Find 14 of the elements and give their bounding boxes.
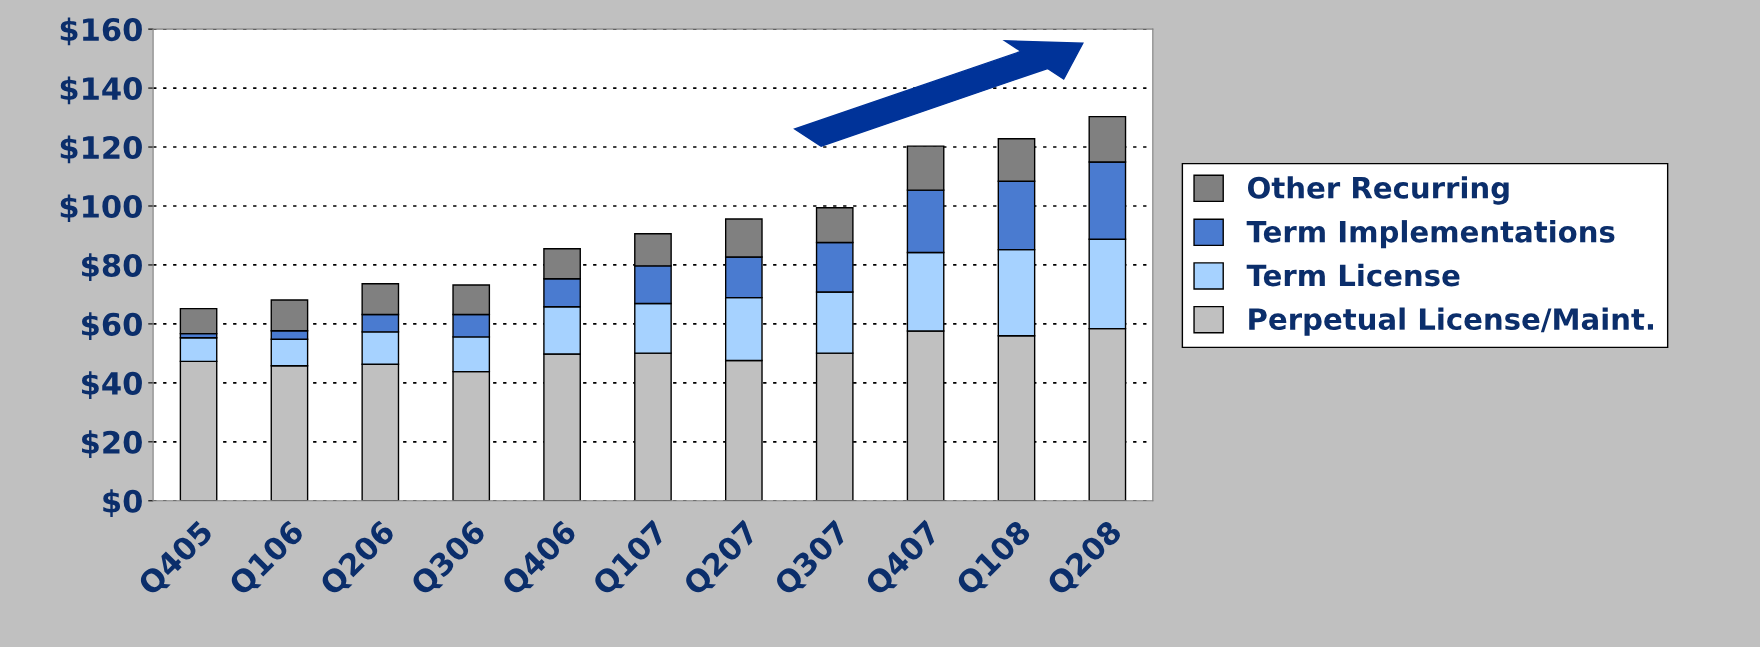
y-tick-label: $80	[82, 253, 142, 282]
y-tick-label: $60	[82, 312, 142, 341]
y-tick-label: $100	[60, 194, 142, 223]
legend-label: Perpetual License/Maint.	[1249, 307, 1654, 336]
y-tick-label: $20	[82, 430, 142, 458]
y-tick-label: $140	[60, 76, 142, 105]
y-tick-label: $0	[103, 489, 142, 517]
legend-label: Other Recurring	[1248, 176, 1509, 205]
legend-label: Term License	[1246, 263, 1460, 287]
bar	[179, 307, 218, 335]
y-tick-label: $40	[82, 371, 142, 399]
y-tick-label: $160	[60, 17, 142, 46]
y-tick-label: $120	[60, 135, 142, 164]
legend-label: Term Implementations	[1246, 220, 1615, 249]
